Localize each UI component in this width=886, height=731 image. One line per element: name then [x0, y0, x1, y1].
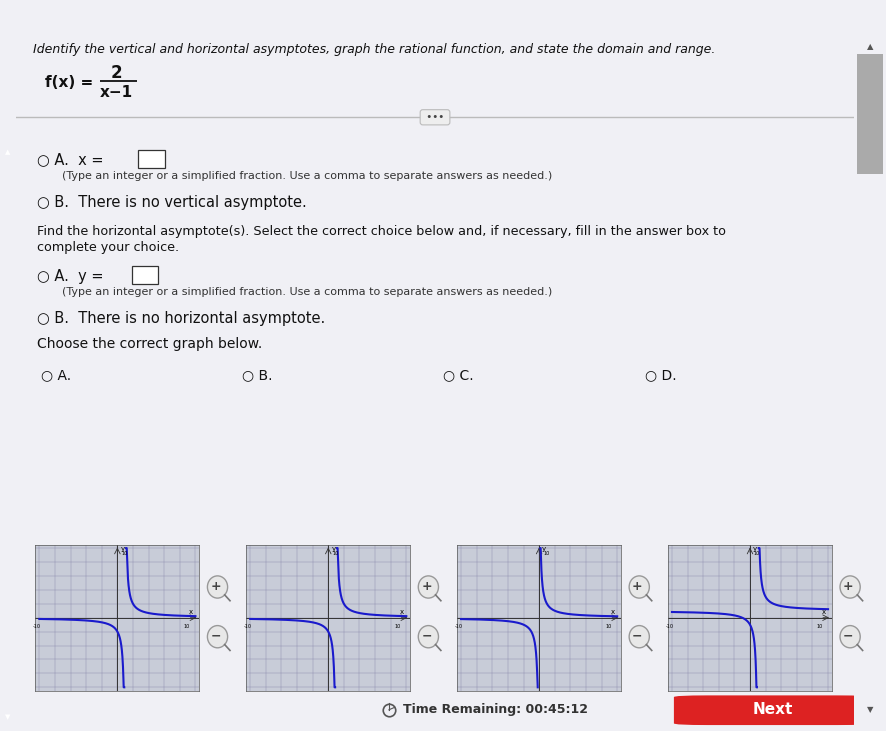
Text: 10: 10: [183, 624, 190, 629]
Text: 10: 10: [754, 551, 760, 556]
Text: y: y: [331, 546, 336, 552]
Text: −: −: [421, 629, 431, 643]
Circle shape: [840, 626, 860, 648]
FancyBboxPatch shape: [132, 266, 159, 284]
Text: −: −: [210, 629, 221, 643]
Text: Next: Next: [752, 702, 793, 717]
Circle shape: [418, 626, 439, 648]
Text: −: −: [632, 629, 642, 643]
Text: 2: 2: [111, 64, 122, 82]
Text: ○ A.: ○ A.: [41, 368, 71, 382]
Text: 10: 10: [543, 551, 549, 556]
Text: -10: -10: [665, 624, 673, 629]
Text: 10: 10: [394, 624, 400, 629]
Text: 10: 10: [332, 551, 338, 556]
Text: Identify the vertical and horizontal asymptotes, graph the rational function, an: Identify the vertical and horizontal asy…: [33, 43, 715, 56]
Text: Find the horizontal asymptote(s). Select the correct choice below and, if necess: Find the horizontal asymptote(s). Select…: [37, 224, 726, 238]
Text: -10: -10: [33, 624, 41, 629]
Text: x: x: [611, 608, 615, 615]
Text: -10: -10: [244, 624, 252, 629]
Text: 10: 10: [816, 624, 822, 629]
Text: ○ B.  There is no horizontal asymptote.: ○ B. There is no horizontal asymptote.: [37, 311, 325, 326]
Text: -10: -10: [455, 624, 462, 629]
Circle shape: [840, 576, 860, 598]
Text: y: y: [542, 546, 547, 552]
Text: ▲: ▲: [867, 42, 874, 51]
Text: ○ D.: ○ D.: [644, 368, 676, 382]
Text: 10: 10: [605, 624, 611, 629]
Text: ▲: ▲: [5, 150, 11, 156]
Text: +: +: [421, 580, 431, 593]
Text: x: x: [822, 608, 826, 615]
Text: x: x: [400, 608, 404, 615]
Text: +: +: [210, 580, 221, 593]
Text: ○ B.: ○ B.: [242, 368, 273, 382]
Text: f(x) =: f(x) =: [45, 75, 94, 89]
Text: Choose the correct graph below.: Choose the correct graph below.: [37, 338, 262, 352]
Text: (Type an integer or a simplified fraction. Use a comma to separate answers as ne: (Type an integer or a simplified fractio…: [62, 171, 552, 181]
Text: complete your choice.: complete your choice.: [37, 240, 179, 254]
Text: ○ C.: ○ C.: [443, 368, 474, 382]
Text: y: y: [120, 546, 125, 552]
Text: (Type an integer or a simplified fraction. Use a comma to separate answers as ne: (Type an integer or a simplified fractio…: [62, 287, 552, 298]
Text: +: +: [843, 580, 853, 593]
Text: x: x: [190, 608, 193, 615]
FancyBboxPatch shape: [857, 54, 883, 174]
Text: Time Remaining: 00:45:12: Time Remaining: 00:45:12: [403, 703, 588, 716]
Text: 10: 10: [121, 551, 128, 556]
Text: ○ B.  There is no vertical asymptote.: ○ B. There is no vertical asymptote.: [37, 195, 307, 210]
Text: y: y: [753, 546, 758, 552]
Text: •••: •••: [423, 113, 447, 122]
Circle shape: [418, 576, 439, 598]
Text: +: +: [632, 580, 642, 593]
Circle shape: [629, 576, 649, 598]
Circle shape: [207, 576, 228, 598]
Text: −: −: [843, 629, 853, 643]
Text: x−1: x−1: [100, 85, 133, 100]
Text: ○ A.  x =: ○ A. x =: [37, 153, 104, 167]
Circle shape: [207, 626, 228, 648]
FancyBboxPatch shape: [674, 695, 871, 725]
Text: ▼: ▼: [5, 714, 11, 720]
FancyBboxPatch shape: [138, 150, 165, 168]
Text: ○ A.  y =: ○ A. y =: [37, 269, 104, 284]
Circle shape: [629, 626, 649, 648]
Text: ▼: ▼: [867, 705, 874, 714]
